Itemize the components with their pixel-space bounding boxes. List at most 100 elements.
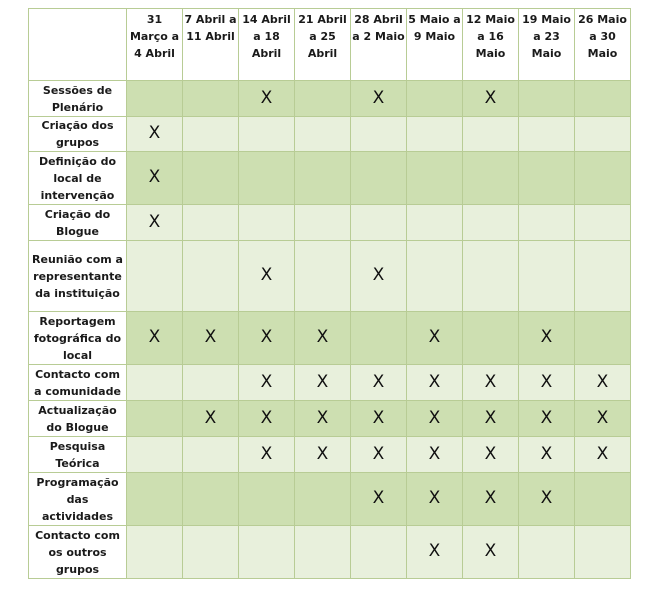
corner-cell bbox=[28, 8, 127, 81]
schedule-cell bbox=[518, 525, 575, 579]
x-mark-icon: X bbox=[428, 488, 441, 508]
x-mark-icon: X bbox=[428, 327, 441, 347]
schedule-cell bbox=[406, 116, 463, 152]
schedule-cell: X bbox=[294, 311, 351, 365]
schedule-cell bbox=[182, 116, 239, 152]
schedule-cell: X bbox=[518, 400, 575, 437]
schedule-cell bbox=[126, 400, 183, 437]
x-mark-icon: X bbox=[540, 327, 553, 347]
header-row: 31 Março a 4 Abril 7 Abril a 11 Abril 14 A… bbox=[28, 8, 631, 81]
schedule-cell bbox=[406, 240, 463, 312]
schedule-cell bbox=[238, 472, 295, 526]
schedule-cell: X bbox=[126, 151, 183, 205]
schedule-cell: X bbox=[518, 436, 575, 473]
row-label: Reunião com a representante da instituiç… bbox=[28, 240, 127, 312]
schedule-cell bbox=[294, 525, 351, 579]
schedule-cell: X bbox=[406, 364, 463, 401]
schedule-cell bbox=[406, 151, 463, 205]
x-mark-icon: X bbox=[372, 87, 385, 108]
schedule-table: 31 Março a 4 Abril 7 Abril a 11 Abril 14 A… bbox=[28, 8, 631, 579]
row-label: Pesquisa Teórica bbox=[28, 436, 127, 473]
x-mark-icon: X bbox=[428, 407, 441, 428]
schedule-cell bbox=[294, 116, 351, 152]
x-mark-icon: X bbox=[540, 407, 553, 428]
schedule-cell bbox=[182, 80, 239, 117]
x-mark-icon: X bbox=[372, 265, 385, 285]
column-header: 28 Abril a 2 Maio bbox=[350, 8, 407, 81]
x-mark-icon: X bbox=[372, 488, 385, 508]
x-mark-icon: X bbox=[540, 443, 553, 464]
x-mark-icon: X bbox=[484, 541, 497, 561]
schedule-cell bbox=[574, 472, 631, 526]
schedule-cell bbox=[518, 151, 575, 205]
table-row: Criação do Blogue X bbox=[28, 204, 631, 241]
schedule-cell bbox=[462, 204, 519, 241]
table-row: Reportagem fotográfica do local X X X X X X bbox=[28, 311, 631, 365]
x-mark-icon: X bbox=[484, 371, 497, 392]
schedule-cell bbox=[574, 525, 631, 579]
schedule-cell bbox=[518, 116, 575, 152]
schedule-cell bbox=[518, 204, 575, 241]
schedule-cell: X bbox=[518, 472, 575, 526]
schedule-cell bbox=[126, 240, 183, 312]
schedule-cell bbox=[350, 204, 407, 241]
x-mark-icon: X bbox=[260, 443, 273, 464]
x-mark-icon: X bbox=[372, 407, 385, 428]
schedule-cell: X bbox=[406, 311, 463, 365]
schedule-cell bbox=[574, 204, 631, 241]
table-row: Criação dos grupos X bbox=[28, 116, 631, 152]
x-mark-icon: X bbox=[540, 488, 553, 508]
schedule-cell bbox=[182, 472, 239, 526]
schedule-cell bbox=[574, 311, 631, 365]
table-row: Reunião com a representante da instituiç… bbox=[28, 240, 631, 312]
schedule-cell: X bbox=[294, 400, 351, 437]
schedule-cell bbox=[518, 240, 575, 312]
schedule-cell bbox=[406, 204, 463, 241]
schedule-cell bbox=[462, 116, 519, 152]
x-mark-icon: X bbox=[484, 407, 497, 428]
column-header: 21 Abril a 25 Abril bbox=[294, 8, 351, 81]
schedule-cell: X bbox=[406, 436, 463, 473]
row-label: Reportagem fotográfica do local bbox=[28, 311, 127, 365]
schedule-cell bbox=[294, 240, 351, 312]
x-mark-icon: X bbox=[260, 87, 273, 108]
table-row: Contacto com a comunidade X X X X X X X bbox=[28, 364, 631, 401]
schedule-cell bbox=[294, 151, 351, 205]
x-mark-icon: X bbox=[428, 443, 441, 464]
table-row: Actualização do Blogue X X X X X X X X bbox=[28, 400, 631, 437]
x-mark-icon: X bbox=[540, 371, 553, 392]
schedule-cell bbox=[126, 80, 183, 117]
x-mark-icon: X bbox=[316, 407, 329, 428]
row-label: Contacto com os outros grupos bbox=[28, 525, 127, 579]
schedule-cell bbox=[126, 436, 183, 473]
schedule-cell: X bbox=[462, 400, 519, 437]
column-header: 5 Maio a 9 Maio bbox=[406, 8, 463, 81]
schedule-cell: X bbox=[574, 436, 631, 473]
schedule-cell: X bbox=[518, 311, 575, 365]
schedule-cell: X bbox=[126, 311, 183, 365]
x-mark-icon: X bbox=[204, 327, 217, 347]
schedule-cell bbox=[182, 436, 239, 473]
x-mark-icon: X bbox=[316, 443, 329, 464]
schedule-cell bbox=[182, 240, 239, 312]
column-header: 19 Maio a 23 Maio bbox=[518, 8, 575, 81]
schedule-cell: X bbox=[294, 364, 351, 401]
x-mark-icon: X bbox=[596, 371, 609, 392]
column-header: 26 Maio a 30 Maio bbox=[574, 8, 631, 81]
schedule-cell: X bbox=[406, 525, 463, 579]
x-mark-icon: X bbox=[148, 123, 161, 143]
x-mark-icon: X bbox=[484, 87, 497, 108]
column-header: 7 Abril a 11 Abril bbox=[182, 8, 239, 81]
schedule-cell: X bbox=[126, 204, 183, 241]
schedule-cell: X bbox=[238, 311, 295, 365]
schedule-cell bbox=[126, 364, 183, 401]
schedule-cell bbox=[238, 151, 295, 205]
x-mark-icon: X bbox=[204, 407, 217, 428]
schedule-cell bbox=[294, 204, 351, 241]
x-mark-icon: X bbox=[316, 371, 329, 392]
x-mark-icon: X bbox=[484, 488, 497, 508]
schedule-cell bbox=[294, 472, 351, 526]
x-mark-icon: X bbox=[372, 371, 385, 392]
schedule-cell bbox=[182, 525, 239, 579]
row-label: Criação dos grupos bbox=[28, 116, 127, 152]
